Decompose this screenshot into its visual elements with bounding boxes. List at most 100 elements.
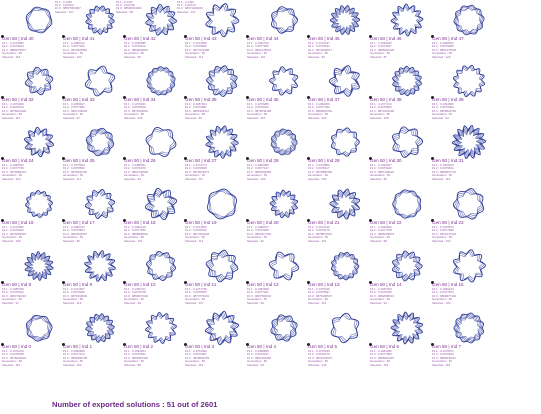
solution-f4-text: Generation : 50 — [185, 297, 205, 301]
solution-thumbnail[interactable]: Gen 50 | Ind 2 Fit 1 : 0.1392264 Fit 2 : 0… — [122, 310, 184, 370]
solution-thumbnail[interactable]: Gen 50 | Ind 11 Fit 1 : 0.1377745 Fit 2 : … — [183, 248, 245, 308]
solution-thumbnail[interactable]: Gen 50 | Ind 45 Fit 1 : 0.1376447 Fit 2 : … — [306, 2, 368, 62]
solution-thumbnail[interactable]: Gen 50 | Ind 36 Fit 1 : 0.1370288 Fit 2 : … — [245, 63, 307, 123]
ring-strand — [333, 68, 358, 94]
ring-strand — [390, 311, 424, 345]
ring-strand — [332, 252, 359, 279]
selection-marker — [431, 219, 434, 222]
solution-f4-text: Generation : 50 — [124, 112, 144, 116]
solution-f5-text: Selected : 118 — [2, 54, 21, 59]
solution-thumbnail[interactable]: Gen 50 | Ind 16 Fit 1 : 0.1376982 Fit 2 : … — [0, 186, 62, 246]
ring-strand — [86, 252, 114, 280]
solution-thumbnail[interactable]: Gen 50 | Ind 12 Fit 1 : 0.1382908 Fit 2 : … — [245, 248, 307, 308]
solution-thumbnail[interactable]: Gen 50 | Ind 3 Fit 1 : 0.1373396 Fit 2 : 0… — [183, 310, 245, 370]
solution-thumbnail[interactable]: Gen 50 | Ind 40 Fit 1 : 0.1379996 Fit 2 : … — [0, 2, 62, 62]
solution-thumbnail[interactable]: Gen 50 | Ind 47 Fit 1 : 0.1368541 Fit 2 : … — [430, 2, 492, 62]
solution-label: Gen 50 | Ind 18 — [124, 220, 156, 225]
solution-f2-text: Fit 2 : 0.0077562 — [63, 105, 85, 109]
solution-f1-text: Fit 1 : 0.1380642 — [2, 162, 24, 167]
ring-strand — [457, 7, 481, 33]
solution-thumbnail[interactable]: Gen 50 | Ind 46 Fit 1 : 0.1395030 Fit 2 : … — [368, 2, 430, 62]
ring-strand — [272, 316, 296, 340]
solution-f5-text: Selected : 118 — [432, 362, 451, 367]
solution-f3-text: Fit 3 : 9866801552 — [308, 108, 333, 113]
solution-thumbnail[interactable]: Gen 50 | Ind 28 Fit 1 : 0.1382385 Fit 2 : … — [245, 124, 307, 184]
solution-thumbnail[interactable]: Gen 50 | Ind 18 Fit 1 : 0.1381419 Fit 2 : … — [122, 186, 184, 246]
solution-f2-text: Fit 2 : 0.0074917 — [370, 44, 392, 48]
solution-thumbnail[interactable]: Gen 50 | Ind 22 Fit 1 : 0.1383062 Fit 2 : … — [368, 186, 430, 246]
solution-thumbnail[interactable]: Gen 50 | Ind 4 Fit 1 : 0.1388855 Fit 2 : 0… — [245, 310, 307, 370]
solution-f3-text: Fit 3 : 9877651048 — [185, 231, 210, 236]
solution-f2-text: Fit 2 : 0.0076009 — [247, 228, 269, 232]
ring-strand — [26, 8, 52, 32]
solution-f2-text: Fit 2 : 0.0079244 — [2, 44, 24, 48]
solution-thumbnail[interactable]: Gen 50 | Ind 32 Fit 1 : 0.1374320 Fit 2 : … — [0, 63, 62, 123]
solution-thumbnail[interactable]: Gen 50 | Ind 1 Fit 1 : 0.1384685 Fit 2 : 0… — [61, 310, 123, 370]
solution-thumbnail[interactable]: Gen 50 | Ind 6 Fit 1 : 0.1381956 Fit 2 : 0… — [368, 310, 430, 370]
solution-thumbnail[interactable]: Gen 50 | Ind 15 Fit 1 : 0.1380213 Fit 2 : … — [430, 248, 492, 308]
solution-thumbnail[interactable]: Gen 50 | Ind 14 Fit 1 : 0.1387033 Fit 2 : … — [368, 248, 430, 308]
solution-label: Gen 50 | Ind 4 — [247, 344, 277, 349]
solution-thumbnail[interactable]: Gen 50 | Ind 27 Fit 1 : 0.1373774 Fit 2 : … — [183, 124, 245, 184]
solution-thumbnail[interactable]: Gen 50 | Ind 9 Fit 1 : 0.1371507 Fit 2 : 0… — [61, 248, 123, 308]
solution-thumbnail[interactable]: Gen 50 | Ind 10 Fit 1 : 0.1390721 Fit 2 : … — [122, 248, 184, 308]
ring-structure-icon — [452, 64, 486, 98]
solution-f5-text: Selected : 94 — [370, 300, 387, 305]
solution-f2-text: Fit 2 : 0.0079360 — [63, 290, 85, 294]
solution-f3-text: Fit 3 : 9881470533 — [432, 47, 457, 52]
solution-f3-text: Fit 3 : 9870516983 — [63, 47, 88, 52]
solution-f1-text: Fit 1 : 0.1373774 — [185, 162, 207, 167]
ring-strand — [209, 190, 235, 218]
solution-label: Gen 50 | Ind 1 — [63, 344, 93, 349]
solution-thumbnail[interactable]: Gen 50 | Ind 34 Fit 1 : 0.1379031 Fit 2 : … — [122, 63, 184, 123]
solution-thumbnail[interactable]: Gen 50 | Ind 19 Fit 1 : 0.1374653 Fit 2 : … — [183, 186, 245, 246]
solution-thumbnail[interactable]: Gen 50 | Ind 25 Fit 1 : 0.1375520 Fit 2 : … — [61, 124, 123, 184]
solution-thumbnail[interactable]: Gen 50 | Ind 42 Fit 1 : 0.1390085 Fit 2 : … — [122, 2, 184, 62]
solution-f1-text: Fit 1 : 0.1385799 — [2, 286, 24, 291]
solution-thumbnail[interactable]: Gen 50 | Ind 35 Fit 1 : 0.1387604 Fit 2 : … — [183, 63, 245, 123]
solution-thumbnail[interactable]: Gen 50 | Ind 7 Fit 1 : 0.1370871 Fit 2 : 0… — [430, 310, 492, 370]
solution-f3-text: Fit 3 : 9864730418 — [2, 293, 27, 298]
solution-f5-text: Selected : 96 — [63, 238, 80, 243]
ring-strand — [271, 253, 297, 279]
solution-thumbnail[interactable]: Gen 50 | Ind 30 Fit 1 : 0.1393407 Fit 2 : … — [368, 124, 430, 184]
solution-f5-text: Selected : 99 — [247, 300, 264, 305]
solution-thumbnail[interactable]: Gen 50 | Ind 26 Fit 1 : 0.1388291 Fit 2 : … — [122, 124, 184, 184]
solution-thumbnail[interactable]: Gen 50 | Ind 23 Fit 1 : 0.1379574 Fit 2 : … — [430, 186, 492, 246]
solution-thumbnail[interactable]: Gen 50 | Ind 37 Fit 1 : 0.1384459 Fit 2 : … — [306, 63, 368, 123]
solution-thumbnail[interactable]: Gen 50 | Ind 31 Fit 1 : 0.1369915 Fit 2 : … — [430, 124, 492, 184]
ring-strand — [452, 64, 486, 98]
solution-thumbnail[interactable]: Gen 50 | Ind 21 Fit 1 : 0.1372140 Fit 2 : … — [306, 186, 368, 246]
ring-strand — [146, 66, 176, 96]
ring-strand — [391, 4, 423, 36]
solution-thumbnail[interactable]: Gen 50 | Ind 29 Fit 1 : 0.1378856 Fit 2 : … — [306, 124, 368, 184]
solution-thumbnail[interactable]: Gen 50 | Ind 38 Fit 1 : 0.1377113 Fit 2 : … — [368, 63, 430, 123]
solution-thumbnail[interactable]: Gen 50 | Ind 8 Fit 1 : 0.1385799 Fit 2 : 0… — [0, 248, 62, 308]
ring-structure-icon — [329, 188, 361, 220]
solution-label: Gen 50 | Ind 27 — [185, 158, 217, 163]
solution-thumbnail[interactable]: Gen 50 | Ind 13 Fit 1 : 0.1375196 Fit 2 : … — [306, 248, 368, 308]
solution-f4-text: Generation : 50 — [247, 235, 267, 239]
solution-thumbnail[interactable]: Gen 50 | Ind 41 Fit 1 : 0.1385212 Fit 2 : … — [61, 2, 123, 62]
solution-thumbnail[interactable]: Gen 50 | Ind 44 Fit 1 : 0.1381762 Fit 2 : … — [245, 2, 307, 62]
solution-f5-text: Selected : 90 — [124, 300, 141, 305]
ring-structure-icon — [453, 312, 485, 344]
solution-f1-text: Fit 1 : 0.1377745 — [185, 286, 207, 291]
solution-thumbnail[interactable]: Gen 50 | Ind 5 Fit 1 : 0.1378330 Fit 2 : 0… — [306, 310, 368, 370]
ring-strand — [270, 6, 298, 34]
solution-thumbnail[interactable]: Gen 50 | Ind 24 Fit 1 : 0.1380642 Fit 2 : … — [0, 124, 62, 184]
ring-strand — [24, 66, 54, 96]
ring-structure-icon — [25, 190, 53, 218]
solution-f2-text: Fit 2 : 0.0078820 — [185, 44, 207, 48]
solution-thumbnail[interactable]: Gen 50 | Ind 0 Fit 1 : 0.1376210 Fit 2 : 0… — [0, 310, 62, 370]
solution-thumbnail[interactable]: Gen 50 | Ind 17 Fit 1 : 0.1386130 Fit 2 : … — [61, 186, 123, 246]
solution-thumbnail[interactable]: Gen 50 | Ind 20 Fit 1 : 0.1389477 Fit 2 : … — [245, 186, 307, 246]
solution-thumbnail[interactable]: Gen 50 | Ind 33 Fit 1 : 0.1383917 Fit 2 : … — [61, 63, 123, 123]
solution-label: Gen 50 | Ind 3 — [185, 344, 215, 349]
solution-f5-text: Selected : 115 — [185, 362, 204, 367]
solution-thumbnail[interactable]: Gen 50 | Ind 43 Fit 1 : 0.1372908 Fit 2 : … — [183, 2, 245, 62]
solution-thumbnail[interactable]: Gen 50 | Ind 39 Fit 1 : 0.1391826 Fit 2 : … — [430, 63, 492, 123]
solution-f1-text: Fit 1 : 0.1372908 — [185, 40, 207, 45]
ring-structure-icon — [144, 187, 178, 221]
solution-label: Gen 50 | Ind 33 — [63, 97, 95, 102]
